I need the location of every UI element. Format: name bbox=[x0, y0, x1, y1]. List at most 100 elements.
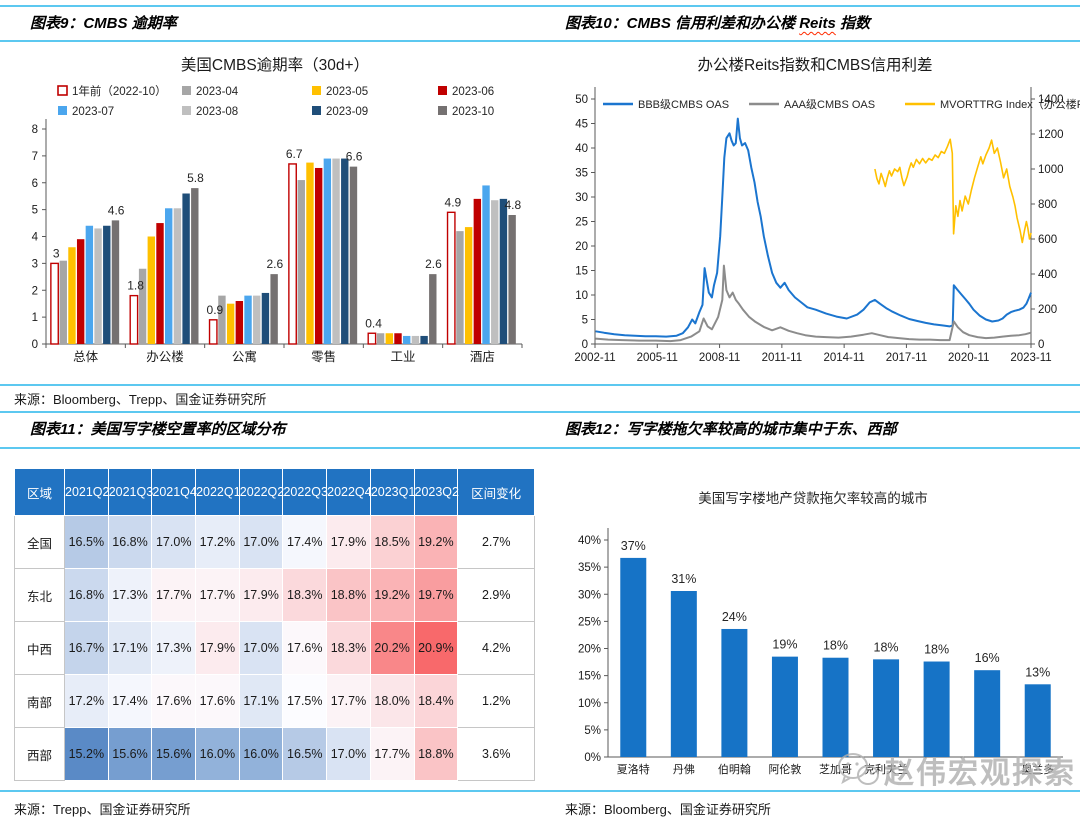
legend-label: 2023-09 bbox=[326, 106, 368, 118]
heat-cell: 17.3% bbox=[107, 568, 153, 622]
chart-title: 美国写字楼地产贷款拖欠率较高的城市 bbox=[698, 490, 928, 506]
divider bbox=[0, 40, 1080, 42]
region-cell: 西部 bbox=[14, 727, 65, 781]
category-label: 夏洛特 bbox=[617, 762, 650, 776]
series-line bbox=[595, 264, 1032, 343]
oas-reits-line-chart: 办公楼Reits指数和CMBS信用利差 0 5 10 15 20 25 30 35 40 45 50 0… bbox=[574, 56, 1080, 364]
right-tick-label: 600 bbox=[1038, 234, 1057, 246]
legend-label: 2023-07 bbox=[72, 106, 114, 118]
y-tick-label: 7 bbox=[32, 151, 38, 163]
bar bbox=[771, 656, 798, 757]
heat-cell: 17.9% bbox=[238, 568, 284, 622]
heat-cell: 16.5% bbox=[282, 727, 328, 781]
figure11-title-text: 图表11：美国写字楼空置率的区域分布 bbox=[30, 421, 286, 438]
divider bbox=[0, 384, 1080, 386]
bar bbox=[341, 158, 349, 344]
watermark-text: 赵伟宏观探索 bbox=[884, 757, 1076, 790]
bar bbox=[508, 215, 516, 344]
right-tick-label: 1400 bbox=[1038, 94, 1064, 106]
change-cell: 1.2% bbox=[457, 674, 536, 728]
bar bbox=[76, 239, 85, 344]
y-tick-label: 40% bbox=[578, 535, 601, 547]
region-cell: 中西 bbox=[14, 621, 65, 675]
right-tick-label: 400 bbox=[1038, 269, 1057, 281]
left-tick-label: 20 bbox=[575, 241, 588, 253]
bar bbox=[288, 163, 297, 345]
column-header: 2022Q3 bbox=[282, 468, 328, 516]
column-header: 区域 bbox=[14, 468, 65, 516]
bar bbox=[491, 200, 499, 344]
bar bbox=[323, 158, 332, 344]
figure10-title-reits: Reits bbox=[799, 15, 836, 32]
divider bbox=[0, 447, 1080, 449]
chart-title: 美国CMBS逾期率（30d+） bbox=[181, 56, 369, 74]
bar bbox=[261, 292, 270, 344]
bar bbox=[721, 628, 748, 757]
bar-value-label: 0.9 bbox=[207, 303, 224, 317]
legend-label: 2023-08 bbox=[196, 106, 238, 118]
bar-value-label: 2.6 bbox=[266, 257, 283, 271]
bar bbox=[822, 657, 849, 757]
table-row: 南部 17.2% 17.4% 17.6% 17.6% 17.1% 17.5% 17.7% 18.… bbox=[14, 674, 536, 728]
heat-cell: 15.2% bbox=[64, 727, 109, 781]
heat-cell: 16.8% bbox=[64, 568, 109, 622]
bar bbox=[68, 247, 76, 344]
bar bbox=[111, 220, 120, 344]
heat-cell: 17.6% bbox=[195, 674, 240, 728]
legend-swatch bbox=[438, 86, 447, 95]
category-label: 阿伦敦 bbox=[768, 762, 801, 776]
bar bbox=[94, 228, 102, 344]
change-cell: 2.9% bbox=[457, 568, 536, 622]
x-tick-label: 2014-11 bbox=[823, 352, 864, 364]
right-tick-label: 200 bbox=[1038, 304, 1057, 316]
heat-cell: 17.6% bbox=[282, 621, 328, 675]
heat-cell: 17.6% bbox=[151, 674, 197, 728]
heat-cell: 17.0% bbox=[238, 621, 284, 675]
bar bbox=[464, 227, 473, 344]
bar bbox=[456, 231, 464, 344]
bar bbox=[974, 670, 1001, 757]
bar-value-label: 4.9 bbox=[445, 195, 462, 209]
bar-value-label: 0.4 bbox=[365, 316, 382, 330]
y-tick-label: 0 bbox=[32, 339, 38, 351]
heat-cell: 17.9% bbox=[195, 621, 240, 675]
figure12-title-text: 图表12：写字楼拖欠率较高的城市集中于东、西部 bbox=[565, 421, 897, 438]
bar bbox=[420, 335, 428, 344]
column-header: 2022Q2 bbox=[238, 468, 284, 516]
right-tick-label: 0 bbox=[1038, 339, 1044, 351]
bar bbox=[670, 590, 697, 757]
x-tick-label: 2023-11 bbox=[1010, 352, 1051, 364]
figure11-source: 来源：Trepp、国金证券研究所 bbox=[14, 802, 191, 817]
category-label: 芝加哥 bbox=[819, 763, 852, 776]
vacancy-table: 区域 2021Q2 2021Q3 2021Q4 2022Q1 2022Q2 2022Q3 20… bbox=[14, 468, 536, 781]
y-tick-label: 2 bbox=[32, 285, 38, 297]
heat-cell: 17.0% bbox=[151, 515, 197, 569]
category-label: 奥兰多 bbox=[1021, 762, 1054, 776]
x-tick-label: 2017-11 bbox=[886, 352, 927, 364]
heat-cell: 15.6% bbox=[151, 727, 197, 781]
category-label: 工业 bbox=[390, 350, 415, 364]
left-tick-label: 15 bbox=[575, 266, 588, 278]
bar bbox=[129, 294, 139, 345]
y-tick-label: 0% bbox=[584, 752, 601, 764]
change-cell: 4.2% bbox=[457, 621, 536, 675]
bar bbox=[253, 295, 261, 344]
heat-cell: 17.4% bbox=[282, 515, 328, 569]
divider bbox=[0, 5, 1080, 7]
y-tick-label: 5 bbox=[32, 205, 38, 217]
bar bbox=[620, 557, 647, 757]
bar bbox=[173, 208, 182, 344]
bar bbox=[367, 332, 377, 345]
figure11-title: 图表11：美国写字楼空置率的区域分布 bbox=[30, 418, 286, 439]
bar bbox=[385, 333, 393, 344]
bar-value-label: 4.8 bbox=[504, 198, 521, 212]
bar bbox=[923, 661, 950, 757]
heat-cell: 15.6% bbox=[107, 727, 153, 781]
bar-value-label: 31% bbox=[671, 572, 696, 586]
bar bbox=[873, 659, 900, 757]
y-tick-label: 1 bbox=[32, 312, 38, 324]
bar bbox=[306, 162, 314, 344]
left-tick-label: 50 bbox=[575, 94, 588, 106]
bar bbox=[147, 236, 155, 344]
heat-cell: 16.0% bbox=[238, 727, 284, 781]
